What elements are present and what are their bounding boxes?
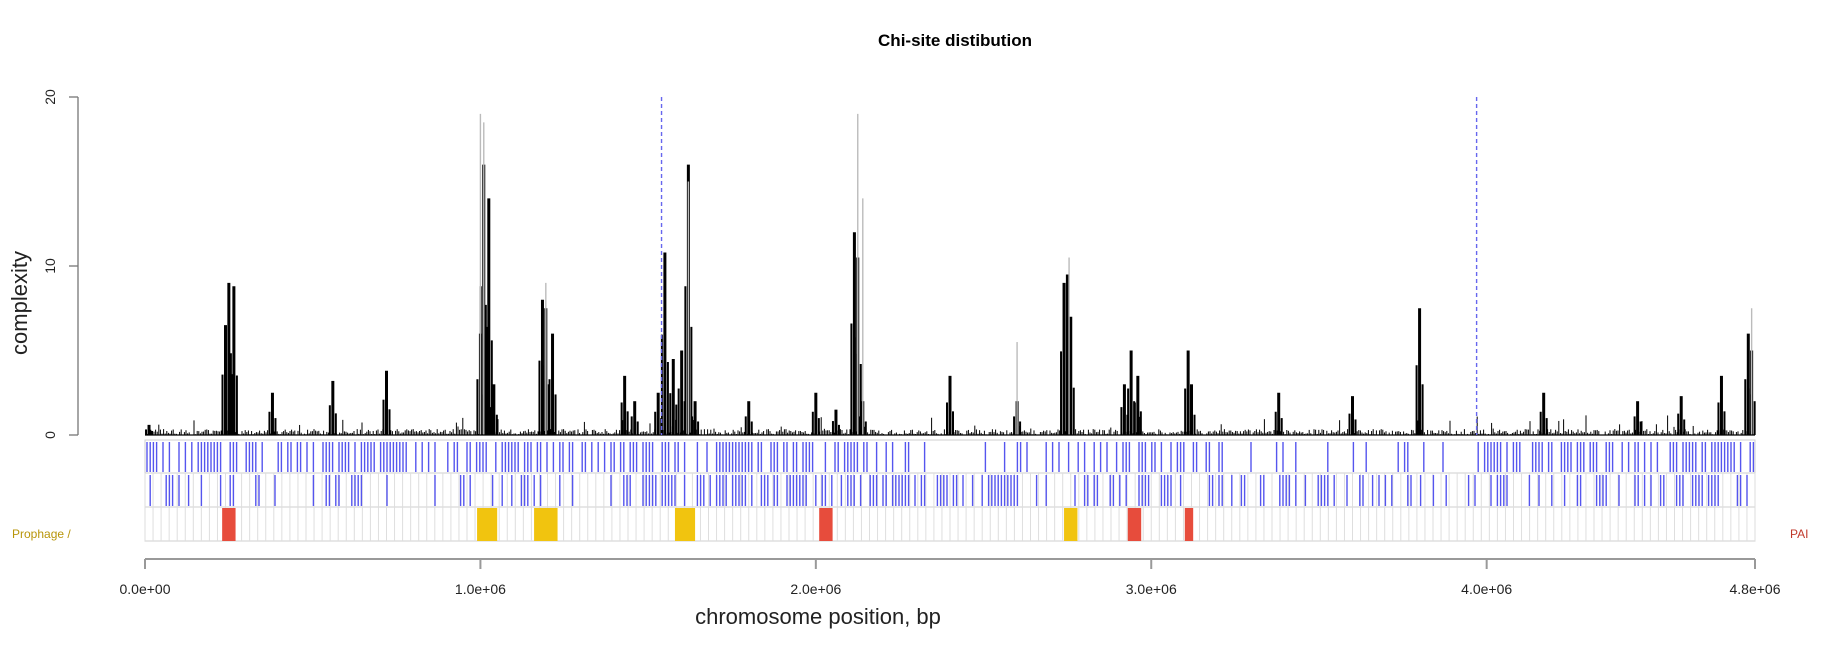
- chart-title: Chi-site distibution: [878, 31, 1032, 50]
- y-axis: 0 10 20: [42, 89, 79, 439]
- x-tick-label: 3.0e+06: [1126, 581, 1177, 597]
- island-region: [534, 508, 558, 541]
- x-tick-label: 1.0e+06: [455, 581, 506, 597]
- x-axis: 0.0e+00 1.0e+06 2.0e+06 3.0e+06 4.0e+06 4.8e+…: [120, 558, 1781, 597]
- y-tick-label: 10: [42, 258, 58, 274]
- x-tick-label: 2.0e+06: [790, 581, 841, 597]
- track-row: [144, 439, 1756, 474]
- island-region: [674, 508, 696, 541]
- bars-group: [145, 113, 1756, 436]
- x-tick-label: 0.0e+00: [120, 581, 171, 597]
- x-tick-label: 4.0e+06: [1461, 581, 1512, 597]
- x-axis-label: chromosome position, bp: [695, 604, 941, 629]
- island-region: [222, 508, 236, 541]
- y-tick-label: 0: [42, 431, 58, 439]
- island-region: [477, 508, 498, 541]
- right-track-label: PAI: [1790, 527, 1808, 541]
- island-region: [1064, 508, 1078, 541]
- y-tick-label: 20: [42, 89, 58, 105]
- x-tick-label: 4.8e+06: [1730, 581, 1781, 597]
- reference-lines: [660, 97, 1478, 435]
- island-region: [1184, 508, 1194, 541]
- island-region: [1127, 508, 1142, 541]
- annotation-tracks: [144, 439, 1756, 542]
- island-region: [819, 508, 833, 541]
- y-axis-label: complexity: [7, 251, 32, 355]
- left-track-label: Prophage /: [12, 527, 71, 541]
